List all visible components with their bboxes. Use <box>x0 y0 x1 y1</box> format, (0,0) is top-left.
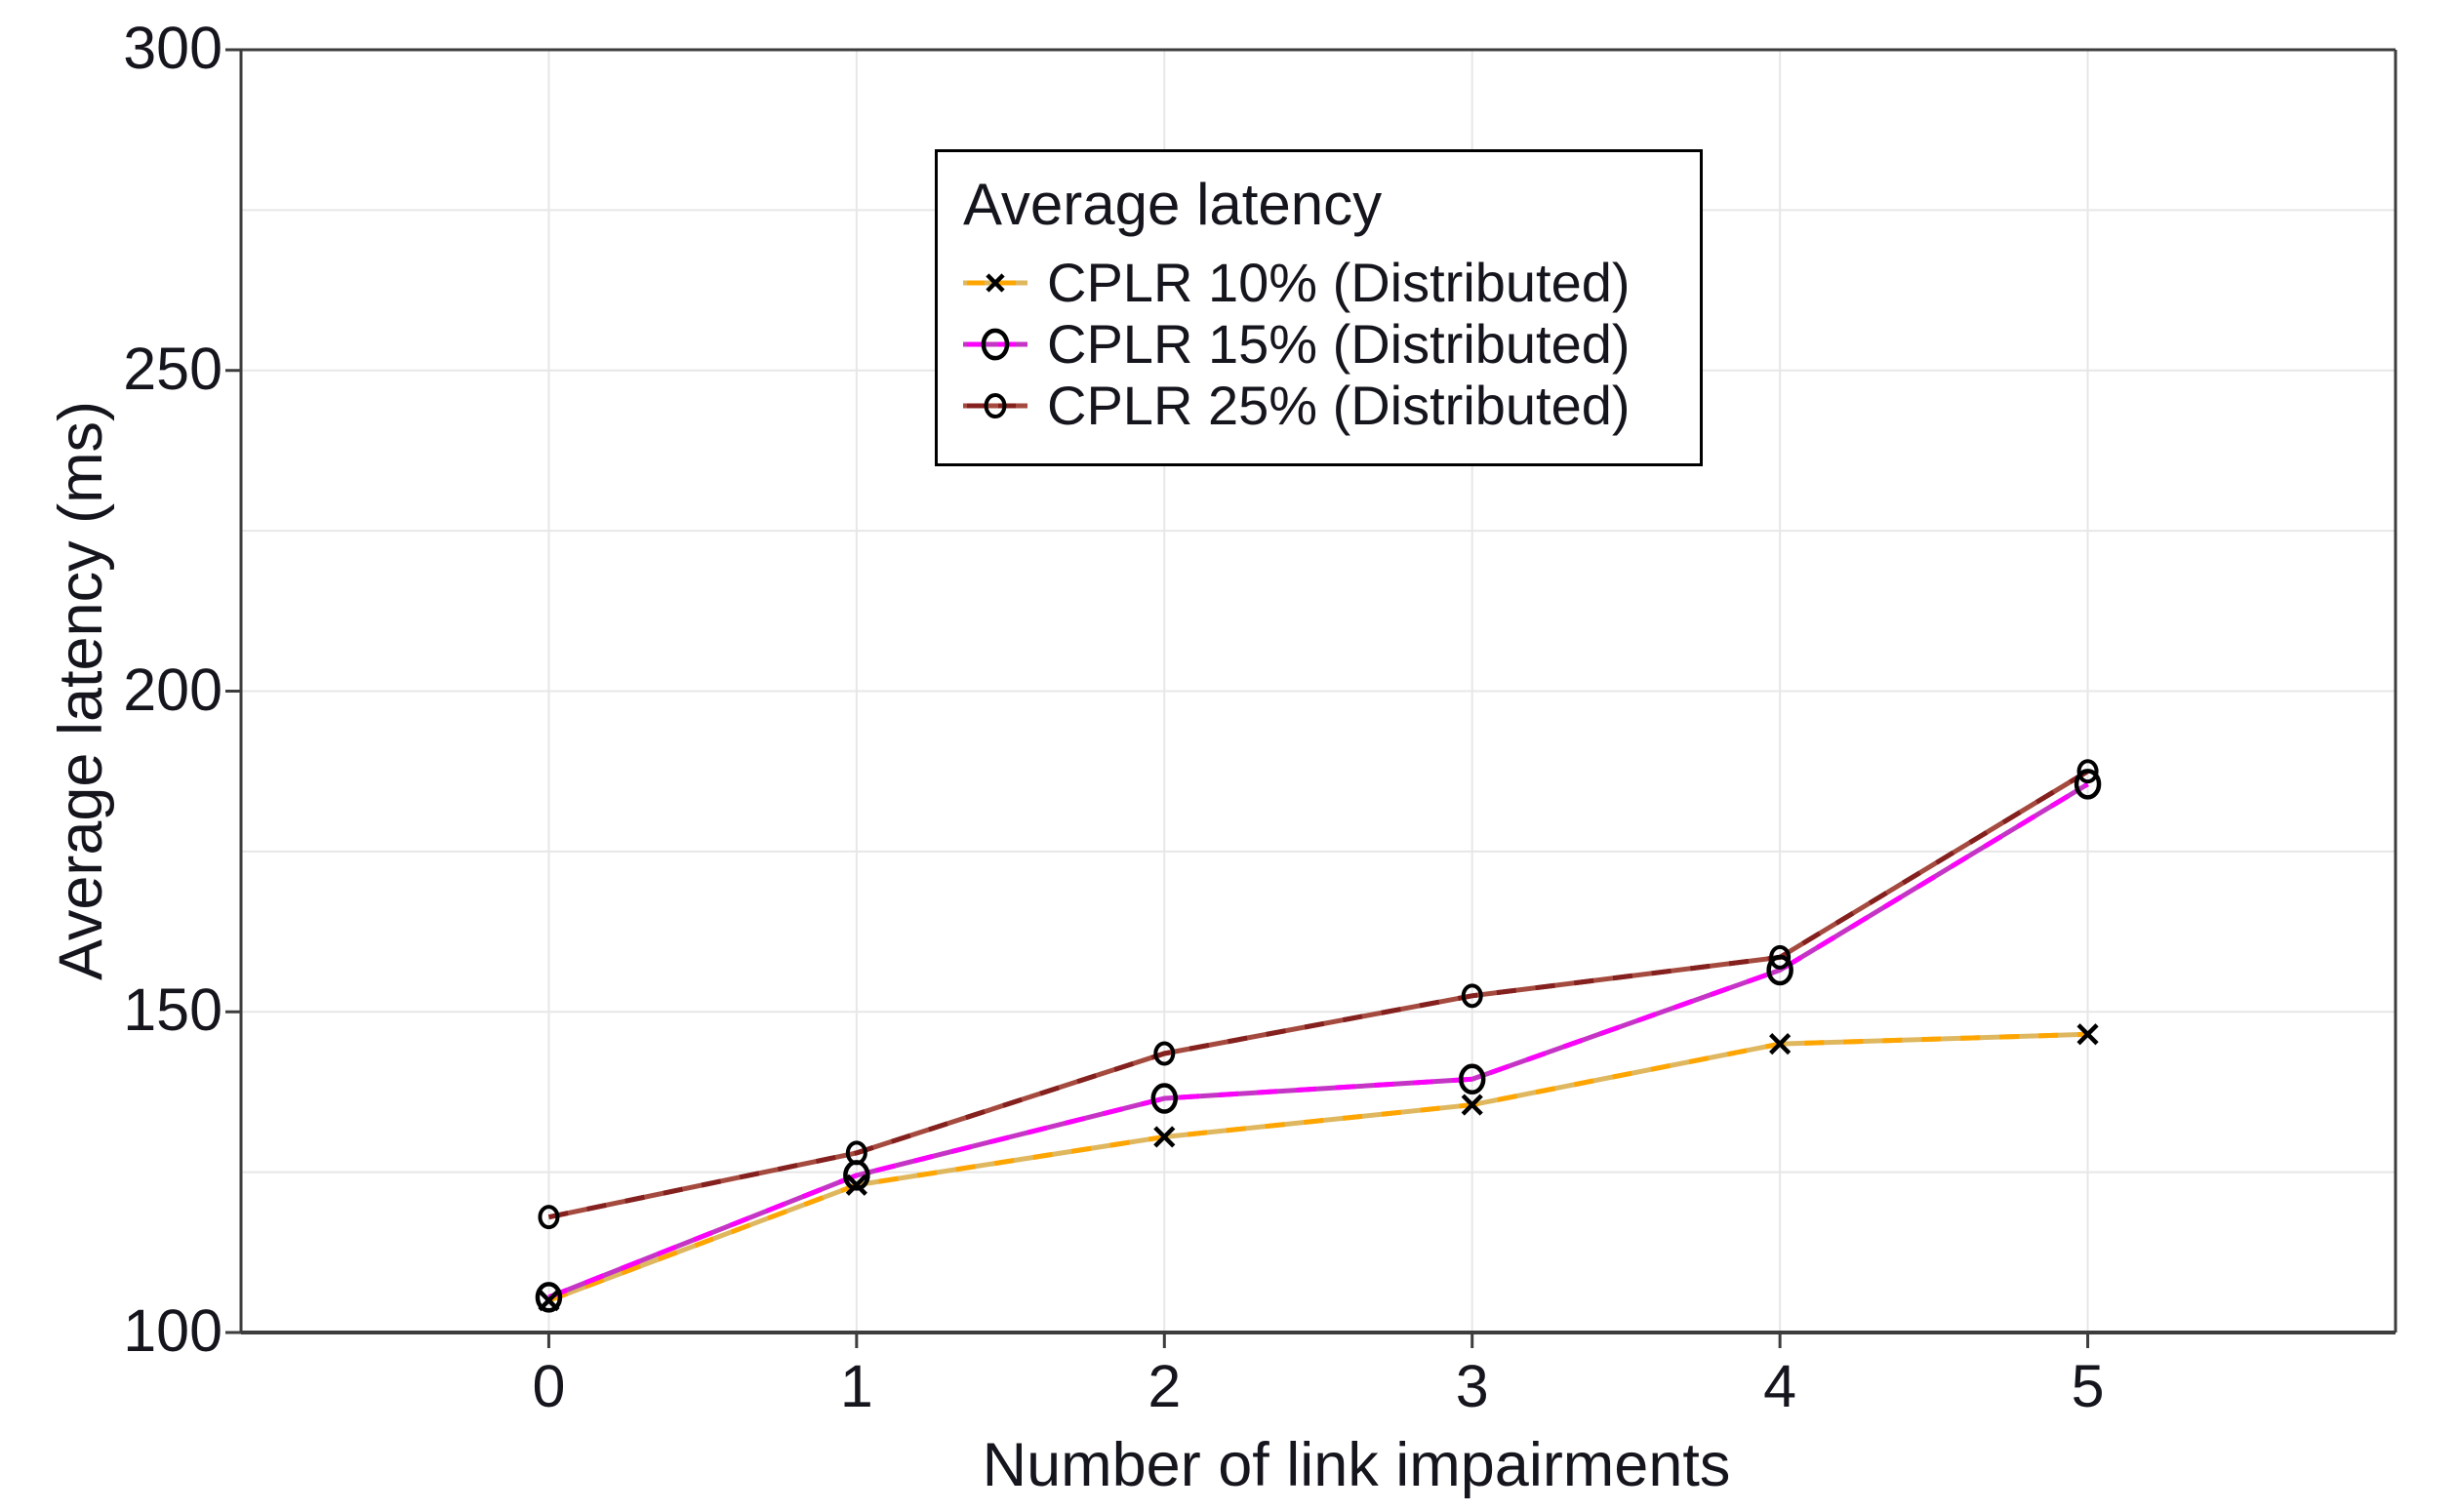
y-tick-label: 100 <box>123 1297 222 1364</box>
legend-entry: CPLR 15% (Distributed) <box>963 313 1700 375</box>
x-tick-label: 1 <box>839 1353 873 1419</box>
y-tick-label: 150 <box>123 976 222 1044</box>
legend-entry-label: CPLR 15% (Distributed) <box>1047 313 1631 375</box>
legend-title: Average latency <box>963 172 1383 237</box>
series-markers-2 <box>538 759 2099 1230</box>
circle-marker-icon <box>535 1282 563 1313</box>
series-line-base-2 <box>547 769 2089 1220</box>
circle-marker-icon <box>1769 944 1792 970</box>
circle-marker-icon <box>538 1205 560 1230</box>
legend-entry: CPLR 25% (Distributed) <box>963 375 1700 436</box>
legend-entry-label: CPLR 10% (Distributed) <box>1047 252 1631 313</box>
x-marker-icon <box>2076 1023 2099 1046</box>
series-line-0 <box>547 1031 2088 1303</box>
x-tick-label: 3 <box>1455 1353 1489 1419</box>
circle-marker-icon <box>845 1140 867 1166</box>
x-tick-label: 5 <box>2071 1353 2105 1419</box>
legend-swatch <box>963 328 1027 360</box>
y-tick-label: 300 <box>123 15 222 81</box>
x-marker-icon <box>845 1174 867 1196</box>
legend-swatch <box>963 272 1027 293</box>
x-marker-icon <box>1769 1033 1792 1055</box>
series-line-1 <box>547 781 2089 1300</box>
circle-marker-icon <box>2074 769 2102 800</box>
y-tick-label: 200 <box>123 656 222 723</box>
x-tick-label: 2 <box>1148 1353 1182 1419</box>
x-axis-title: Number of link impairments <box>982 1431 1731 1499</box>
legend-rows: CPLR 10% (Distributed) CPLR 15% (Distribu… <box>963 252 1700 436</box>
circle-marker-icon <box>2076 759 2099 784</box>
legend-swatch <box>963 392 1027 418</box>
circle-marker-icon <box>1150 1083 1179 1114</box>
series-markers-0 <box>538 1023 2099 1312</box>
series-line-2 <box>547 769 2089 1220</box>
circle-marker-icon <box>984 392 1007 418</box>
x-marker-icon <box>1153 1126 1176 1148</box>
circle-marker-icon <box>1766 954 1793 986</box>
legend: Average latency CPLR 10% (Distributed) CP… <box>935 149 1703 466</box>
x-marker-icon <box>986 272 1005 293</box>
circle-marker-icon <box>1153 1041 1176 1066</box>
circle-marker-icon <box>1461 983 1483 1009</box>
y-tick-label: 250 <box>123 335 222 402</box>
x-marker-icon <box>1461 1094 1483 1116</box>
circle-marker-icon <box>1458 1063 1486 1095</box>
legend-entry: CPLR 10% (Distributed) <box>963 252 1700 313</box>
x-tick-label: 0 <box>532 1353 566 1419</box>
x-tick-label: 4 <box>1763 1353 1797 1419</box>
legend-entry-label: CPLR 25% (Distributed) <box>1047 375 1631 436</box>
circle-marker-icon <box>981 328 1010 360</box>
